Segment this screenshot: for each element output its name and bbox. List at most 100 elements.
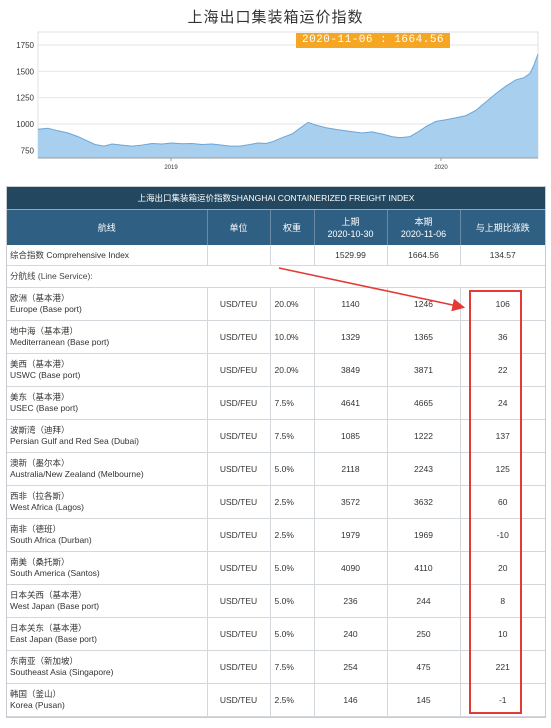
route-name-en: Australia/New Zealand (Melbourne) (10, 469, 144, 479)
line-service-label: 分航线 (Line Service): (7, 265, 545, 288)
freight-index-table: 航线 单位 权重 上期 2020-10-30 本期 2020-11-06 与上期… (7, 210, 545, 717)
route-row: 西非（拉各斯） West Africa (Lagos) USD/TEU 2.5% 357… (7, 485, 545, 519)
sci-chart-panel: 1750 1500 1250 1000 750 2019 2020 上海出口集装箱运价指数… (0, 0, 551, 178)
route-change: 24 (460, 386, 545, 420)
route-name-cn: 美东（基本港） (10, 392, 70, 402)
route-name: 欧洲（基本港） Europe (Base port) (7, 287, 208, 321)
route-unit: USD/TEU (207, 485, 271, 519)
route-unit: USD/TEU (207, 419, 271, 453)
route-curr: 475 (387, 650, 461, 684)
route-name: 美西（基本港） USWC (Base port) (7, 353, 208, 387)
route-weight: 20.0% (270, 287, 315, 321)
route-prev: 1085 (314, 419, 388, 453)
route-prev: 3849 (314, 353, 388, 387)
route-unit: USD/TEU (207, 650, 271, 684)
route-unit: USD/TEU (207, 683, 271, 717)
comprehensive-curr: 1664.56 (387, 245, 461, 266)
route-curr: 1246 (387, 287, 461, 321)
comprehensive-change: 134.57 (460, 245, 545, 266)
route-name: 东南亚（新加坡） Southeast Asia (Singapore) (7, 650, 208, 684)
route-curr: 1222 (387, 419, 461, 453)
y-tick-label: 1500 (16, 67, 34, 76)
route-unit: USD/TEU (207, 452, 271, 486)
route-name: 南非（德班） South Africa (Durban) (7, 518, 208, 552)
route-weight: 7.5% (270, 386, 315, 420)
route-name: 美东（基本港） USEC (Base port) (7, 386, 208, 420)
route-name-cn: 东南亚（新加坡） (10, 656, 79, 666)
header-unit: 单位 (207, 210, 271, 245)
route-change: 60 (460, 485, 545, 519)
route-row: 南美（桑托斯） South America (Santos) USD/TEU 5.0%… (7, 551, 545, 585)
route-weight: 7.5% (270, 419, 315, 453)
route-unit: USD/TEU (207, 287, 271, 321)
route-change: -1 (460, 683, 545, 717)
route-unit: USD/TEU (207, 617, 271, 651)
sci-area-chart: 1750 1500 1250 1000 750 2019 2020 (0, 0, 551, 178)
header-prev-date: 2020-10-30 (327, 228, 374, 239)
route-curr: 145 (387, 683, 461, 717)
x-axis-ticks: 2019 2020 (164, 158, 448, 171)
y-tick-label: 1250 (16, 94, 34, 103)
route-name-en: Persian Gulf and Red Sea (Dubai) (10, 436, 139, 446)
route-name: 韩国（釜山） Korea (Pusan) (7, 683, 208, 717)
table-header-row: 航线 单位 权重 上期 2020-10-30 本期 2020-11-06 与上期… (7, 210, 545, 245)
route-name: 日本关东（基本港） East Japan (Base port) (7, 617, 208, 651)
header-curr-date: 2020-11-06 (400, 228, 447, 239)
route-unit: USD/TEU (207, 551, 271, 585)
comprehensive-index-row: 综合指数 Comprehensive Index 1529.99 1664.56… (7, 245, 545, 266)
comprehensive-unit (207, 245, 271, 266)
route-name: 西非（拉各斯） West Africa (Lagos) (7, 485, 208, 519)
route-row: 欧洲（基本港） Europe (Base port) USD/TEU 20.0% 114… (7, 287, 545, 321)
route-weight: 5.0% (270, 452, 315, 486)
route-weight: 7.5% (270, 650, 315, 684)
route-name-cn: 西非（拉各斯） (10, 491, 70, 501)
header-prev-label: 上期 (341, 216, 360, 227)
comprehensive-name: 综合指数 Comprehensive Index (7, 245, 208, 266)
route-unit: USD/FEU (207, 386, 271, 420)
y-tick-label: 1750 (16, 41, 34, 50)
route-name: 澳新（墨尔本） Australia/New Zealand (Melbourne) (7, 452, 208, 486)
route-change: 36 (460, 320, 545, 354)
route-row: 日本关西（基本港） West Japan (Base port) USD/TEU 5.… (7, 584, 545, 618)
header-curr-label: 本期 (414, 216, 433, 227)
route-prev: 4090 (314, 551, 388, 585)
route-name: 地中海（基本港） Mediterranean (Base port) (7, 320, 208, 354)
route-weight: 2.5% (270, 683, 315, 717)
route-name-en: Southeast Asia (Singapore) (10, 667, 114, 677)
route-name-en: West Africa (Lagos) (10, 502, 85, 512)
route-curr: 4110 (387, 551, 461, 585)
route-prev: 1979 (314, 518, 388, 552)
header-curr: 本期 2020-11-06 (387, 210, 461, 245)
route-change: 125 (460, 452, 545, 486)
route-name-cn: 韩国（釜山） (10, 689, 62, 699)
route-weight: 10.0% (270, 320, 315, 354)
freight-index-table-panel: 上海出口集装箱运价指数SHANGHAI CONTAINERIZED FREIGH… (6, 186, 546, 718)
route-name-cn: 澳新（墨尔本） (10, 458, 70, 468)
route-name-cn: 美西（基本港） (10, 359, 70, 369)
annotation-highlight-box (469, 290, 522, 714)
route-change: 106 (460, 287, 545, 321)
route-row: 东南亚（新加坡） Southeast Asia (Singapore) USD/TE… (7, 650, 545, 684)
y-axis-ticks: 1750 1500 1250 1000 750 (16, 41, 34, 155)
y-tick-label: 750 (21, 146, 35, 155)
route-unit: USD/FEU (207, 353, 271, 387)
table-caption: 上海出口集装箱运价指数SHANGHAI CONTAINERIZED FREIGH… (7, 187, 545, 210)
route-curr: 2243 (387, 452, 461, 486)
route-name-en: South America (Santos) (10, 568, 100, 578)
route-weight: 2.5% (270, 518, 315, 552)
route-change: 20 (460, 551, 545, 585)
route-row: 澳新（墨尔本） Australia/New Zealand (Melbourne)… (7, 452, 545, 486)
route-weight: 5.0% (270, 584, 315, 618)
route-change: 221 (460, 650, 545, 684)
route-curr: 1969 (387, 518, 461, 552)
route-name-en: South Africa (Durban) (10, 535, 92, 545)
route-prev: 254 (314, 650, 388, 684)
route-row: 南非（德班） South Africa (Durban) USD/TEU 2.5% 19… (7, 518, 545, 552)
header-route: 航线 (7, 210, 208, 245)
route-name-cn: 南美（桑托斯） (10, 557, 70, 567)
route-name-en: Mediterranean (Base port) (10, 337, 110, 347)
route-prev: 1329 (314, 320, 388, 354)
route-name-en: USEC (Base port) (10, 403, 79, 413)
route-name-en: USWC (Base port) (10, 370, 81, 380)
chart-title: 上海出口集装箱运价指数 (187, 8, 364, 26)
